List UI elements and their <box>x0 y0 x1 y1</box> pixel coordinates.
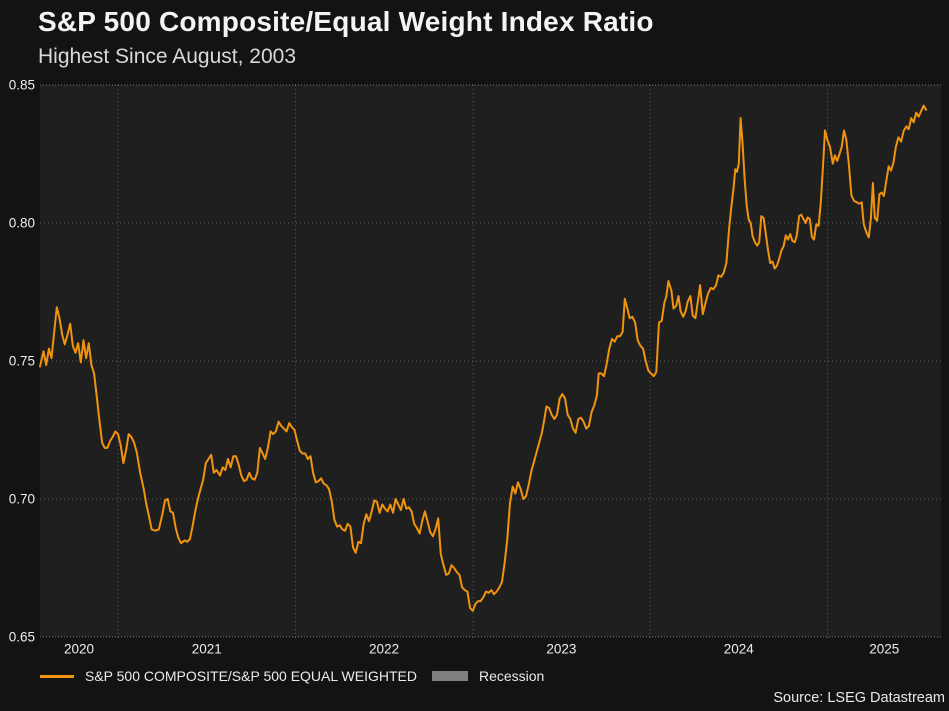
x-tick-label: 2023 <box>546 642 576 657</box>
x-tick-label: 2022 <box>369 642 399 657</box>
y-tick-label: 0.65 <box>9 630 35 645</box>
x-tick-label: 2021 <box>192 642 222 657</box>
series-legend-label: S&P 500 COMPOSITE/S&P 500 EQUAL WEIGHTED <box>85 668 417 684</box>
plot-area <box>40 85 941 637</box>
y-tick-label: 0.85 <box>9 78 35 93</box>
y-tick-label: 0.70 <box>9 492 35 507</box>
x-tick-label: 2025 <box>869 642 899 657</box>
y-tick-label: 0.80 <box>9 216 35 231</box>
x-tick-label: 2020 <box>64 642 94 657</box>
series-line <box>39 104 928 612</box>
chart-subtitle: Highest Since August, 2003 <box>38 45 297 68</box>
x-tick-label: 2024 <box>724 642 755 657</box>
recession-swatch <box>431 671 468 681</box>
legend: S&P 500 COMPOSITE/S&P 500 EQUAL WEIGHTED… <box>40 666 544 686</box>
chart-title: S&P 500 Composite/Equal Weight Index Rat… <box>38 6 654 37</box>
y-tick-label: 0.75 <box>9 354 35 369</box>
source-credit: Source: LSEG Datastream <box>773 690 945 706</box>
series-line-swatch <box>40 674 74 678</box>
recession-legend-label: Recession <box>478 668 545 684</box>
